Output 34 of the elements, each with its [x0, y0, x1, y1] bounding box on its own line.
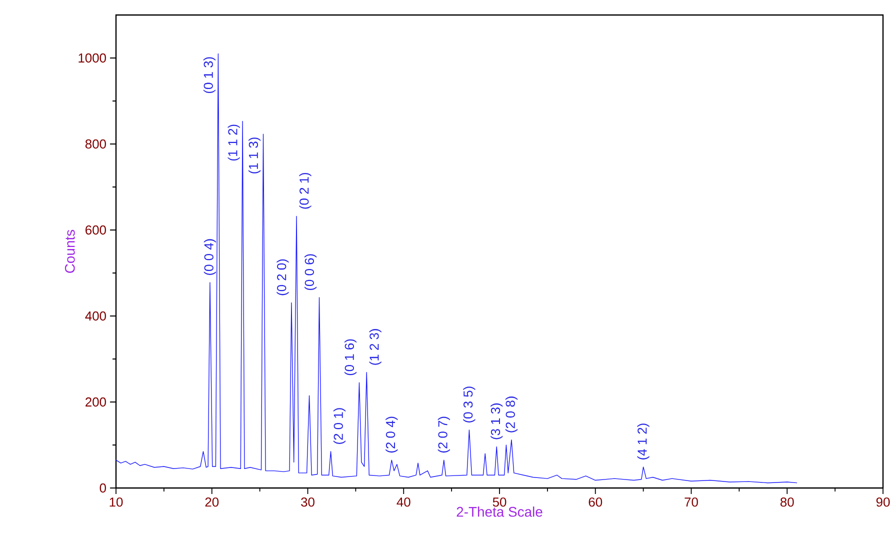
y-tick-label: 600 — [86, 225, 106, 235]
x-tick-label: 70 — [684, 497, 698, 507]
y-tick-label: 200 — [86, 397, 106, 407]
annotation: (0 2 1) — [299, 172, 312, 209]
y-tick-label: 800 — [85, 139, 106, 149]
y-tick-label: 400 — [85, 311, 106, 321]
annotation: (2 0 7) — [438, 416, 450, 453]
annotation: (0 2 0) — [276, 259, 289, 296]
x-tick-label: 50 — [492, 497, 506, 507]
annotation: (4 1 2) — [637, 424, 650, 460]
x-tick-label: 90 — [876, 497, 890, 507]
x-tick-label: 80 — [780, 497, 794, 507]
annotation: (2 0 1) — [333, 408, 346, 444]
x-tick-label: 40 — [396, 497, 410, 507]
annotation: (2 0 8) — [505, 396, 518, 432]
line-series — [116, 53, 798, 484]
annotation: (0 0 4) — [204, 239, 216, 275]
x-tick-label: 30 — [301, 497, 314, 507]
y-axis-title: Counts — [64, 230, 75, 273]
x-tick-label: 20 — [205, 497, 219, 507]
annotation: (1 1 3) — [248, 138, 261, 174]
annotation: (0 3 5) — [463, 386, 476, 422]
annotation: (2 0 4) — [386, 416, 398, 453]
annotation: (0 1 3) — [203, 57, 216, 94]
y-tick-label: 0 — [100, 483, 106, 493]
x-axis-title: 2-Theta Scale — [456, 506, 542, 517]
annotation: (0 1 6) — [344, 339, 357, 376]
y-tick-label: 1000 — [78, 53, 106, 63]
annotation: (1 1 2) — [228, 124, 240, 161]
annotation: (1 2 3) — [369, 329, 382, 365]
x-tick-label: 10 — [110, 497, 123, 507]
annotation: (0 0 6) — [304, 254, 317, 290]
annotation: (3 1 3) — [490, 403, 503, 440]
x-tick-label: 60 — [588, 497, 602, 507]
